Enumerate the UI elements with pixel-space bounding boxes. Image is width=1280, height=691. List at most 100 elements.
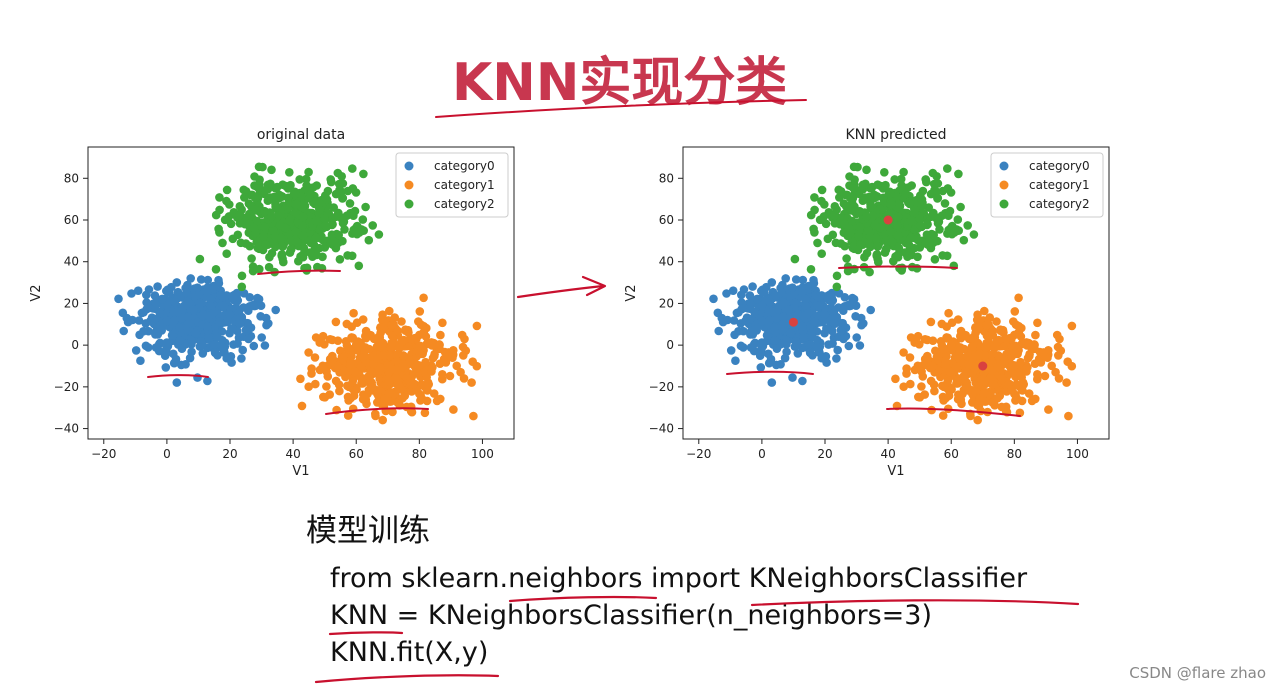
point-category0	[228, 324, 237, 334]
point-category0	[799, 311, 809, 321]
point-category1	[456, 367, 465, 377]
point-category2	[355, 228, 364, 237]
point-category0	[142, 290, 151, 300]
point-category2	[249, 223, 259, 233]
point-category0	[729, 316, 739, 325]
point-category1	[385, 306, 394, 316]
point-category0	[204, 311, 214, 321]
point-category1	[376, 328, 385, 338]
point-category2	[301, 174, 311, 184]
point-category2	[354, 261, 364, 271]
x-tick-label: 40	[285, 447, 300, 461]
point-category2	[267, 165, 276, 175]
point-category2	[266, 179, 275, 189]
point-category0	[133, 286, 143, 295]
point-category2	[275, 193, 284, 203]
point-category0	[134, 316, 144, 325]
point-category0	[184, 298, 194, 308]
point-category0	[189, 305, 198, 314]
point-category0	[228, 294, 237, 303]
point-category2	[331, 189, 341, 199]
point-category2	[329, 237, 339, 247]
x-tick-label: 60	[349, 447, 364, 461]
point-category0	[165, 288, 174, 297]
point-category0	[173, 307, 183, 316]
point-category1	[358, 315, 368, 324]
point-category0	[770, 335, 779, 345]
point-category1	[429, 389, 439, 398]
point-category1	[333, 336, 343, 345]
point-category2	[271, 202, 280, 212]
point-category0	[765, 315, 774, 325]
y-tick-label: 60	[64, 213, 79, 227]
chart-title: KNN predicted	[846, 127, 947, 143]
point-category2	[286, 180, 295, 190]
point-category0	[170, 297, 180, 307]
point-category0	[784, 305, 793, 314]
point-category0	[793, 349, 803, 358]
point-category0	[153, 282, 162, 291]
point-category0	[161, 363, 171, 372]
point-category0	[786, 328, 795, 338]
series-category1	[891, 293, 1077, 425]
point-category1	[384, 377, 394, 386]
point-category0	[837, 326, 846, 336]
point-category0	[778, 280, 787, 290]
point-category0	[746, 343, 756, 352]
point-category2	[247, 254, 256, 263]
point-category1	[419, 293, 428, 303]
point-category2	[299, 243, 309, 253]
point-category0	[734, 327, 743, 336]
point-category0	[737, 290, 746, 300]
point-category1	[351, 340, 361, 350]
point-category1	[318, 361, 328, 371]
point-category1	[371, 409, 380, 419]
point-category0	[162, 316, 172, 326]
point-category1	[387, 321, 396, 330]
point-category1	[422, 323, 431, 333]
point-category0	[151, 304, 160, 314]
point-category1	[414, 317, 423, 326]
point-category1	[421, 332, 431, 341]
point-category0	[237, 354, 246, 363]
point-category0	[212, 332, 222, 341]
point-category2	[250, 172, 259, 181]
point-category1	[393, 326, 403, 336]
point-category0	[162, 338, 172, 347]
point-category2	[235, 219, 245, 228]
point-category2	[254, 184, 264, 193]
point-category0	[233, 339, 242, 348]
point-category1	[415, 349, 425, 359]
point-category0	[127, 289, 136, 298]
point-category2	[345, 199, 355, 208]
point-category2	[340, 225, 349, 234]
point-category0	[260, 341, 270, 350]
point-category1	[436, 394, 445, 404]
point-category1	[328, 351, 337, 361]
point-category0	[799, 332, 808, 342]
legend: category0 category1 category2	[395, 152, 509, 218]
point-category0	[866, 305, 875, 315]
legend-label-category1: category1	[434, 178, 495, 192]
point-category1	[468, 357, 478, 366]
point-category2	[304, 167, 313, 177]
point-category2	[290, 189, 300, 199]
point-category0	[187, 336, 196, 346]
point-category0	[801, 301, 811, 311]
point-category0	[144, 343, 153, 352]
point-category2	[248, 262, 258, 271]
point-category2	[311, 233, 321, 243]
point-category0	[714, 326, 723, 336]
point-category1	[379, 351, 388, 360]
point-category0	[748, 282, 757, 291]
point-category1	[378, 310, 387, 319]
point-category2	[321, 221, 330, 230]
point-category2	[368, 221, 378, 230]
point-category0	[844, 341, 854, 351]
point-category0	[855, 341, 865, 350]
point-category2	[267, 212, 276, 221]
point-category1	[469, 411, 478, 421]
point-category2	[285, 216, 294, 225]
point-category0	[186, 274, 195, 283]
